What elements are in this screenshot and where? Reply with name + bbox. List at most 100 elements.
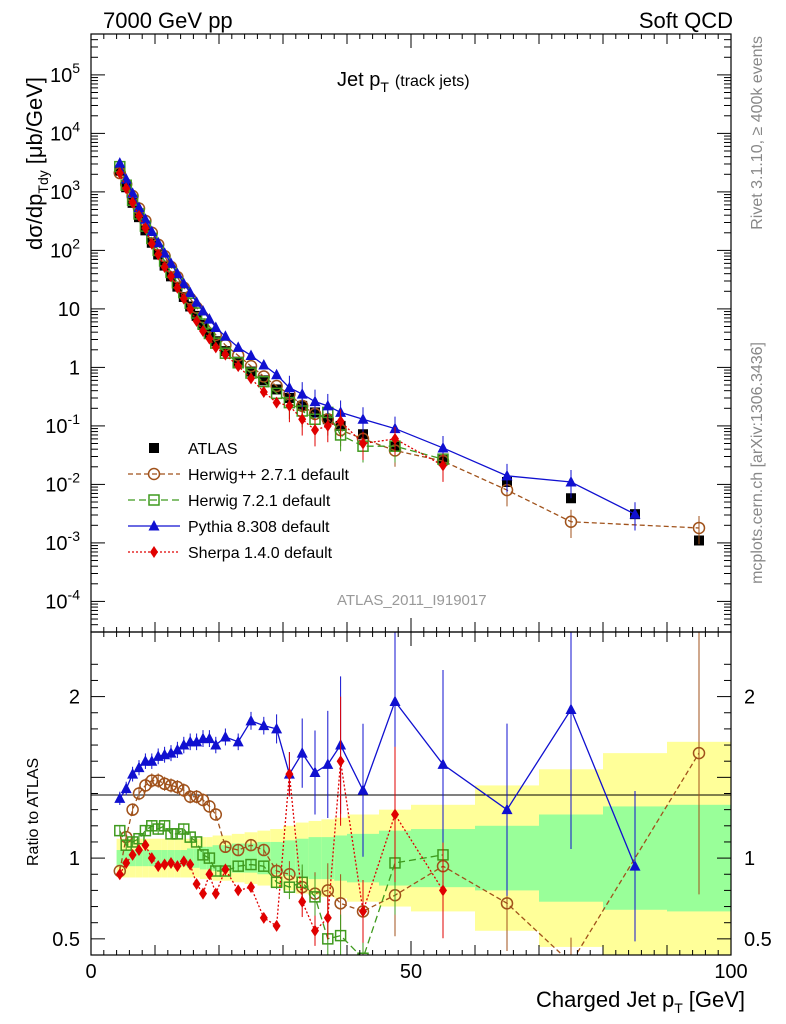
ratio-point <box>244 838 258 852</box>
data-point <box>173 281 182 294</box>
ratio-point <box>114 824 126 837</box>
data-point <box>135 209 143 222</box>
data-point <box>210 321 222 333</box>
data-point <box>629 508 641 519</box>
series-line-pythia <box>119 162 636 515</box>
ratio-point <box>190 836 203 848</box>
mcplots-label: mcplots.cern.ch [arXiv:1306.3436] <box>749 342 766 584</box>
data-point <box>197 305 209 316</box>
data-point <box>298 413 307 426</box>
ratio-band-green <box>321 837 335 880</box>
ratio-band-green <box>283 840 296 876</box>
ratio-point <box>321 884 335 897</box>
ratio-band-green <box>212 845 219 872</box>
data-point <box>154 248 163 261</box>
ratio-point <box>334 897 347 910</box>
series-sherpa <box>115 167 447 482</box>
ratio-point <box>283 881 296 893</box>
ratio-point <box>245 714 257 726</box>
ratio-plot-series <box>113 632 706 969</box>
ratio-point <box>210 739 222 750</box>
ratio-point <box>323 911 332 924</box>
ratio-point <box>160 858 169 871</box>
data-point <box>186 302 195 315</box>
ratio-point <box>122 856 131 869</box>
ratio-point <box>232 860 244 872</box>
ratio-point <box>128 848 137 861</box>
data-point <box>199 324 207 337</box>
data-point <box>205 332 214 345</box>
ratio-point <box>359 905 367 918</box>
data-point <box>210 336 221 347</box>
ratio-y-axis-label: Ratio to ATLAS <box>25 758 42 866</box>
legend-marker <box>150 546 158 558</box>
ratio-point <box>133 832 145 845</box>
y-tick-label: 105 <box>50 60 80 87</box>
ratio-point <box>154 860 163 873</box>
data-point <box>565 475 577 487</box>
ratio-point <box>158 820 171 832</box>
ratio-point <box>566 958 577 969</box>
data-point <box>192 315 201 328</box>
ratio-band-green <box>155 850 162 867</box>
y-tick-label: 104 <box>50 118 80 145</box>
ratio-point <box>191 735 203 747</box>
legend-marker <box>149 443 159 453</box>
legend: ATLAS Herwig++ 2.7.1 default Herwig 7.2.1 … <box>128 441 350 562</box>
ratio-point <box>391 808 399 821</box>
data-point <box>285 399 294 412</box>
ratio-point <box>219 730 231 742</box>
plot-title: Jet pT (track jets) <box>337 69 470 95</box>
ratio-point <box>171 780 184 794</box>
data-point <box>271 368 283 380</box>
data-point <box>133 201 145 213</box>
ratio-point <box>259 911 268 924</box>
ratio-point <box>127 768 139 779</box>
axis-ticks <box>90 33 732 955</box>
ratio-point <box>692 746 706 760</box>
ratio-point <box>271 722 283 734</box>
data-point <box>211 341 220 354</box>
ratio-point <box>167 856 175 869</box>
data-point <box>564 515 578 528</box>
ratio-point <box>500 897 514 910</box>
data-point <box>501 469 513 481</box>
data-point <box>259 385 268 398</box>
ratio-point <box>178 739 190 750</box>
ratio-series-sherpa <box>115 696 447 946</box>
data-point <box>167 270 175 283</box>
ratio-point <box>126 836 139 848</box>
data-point <box>258 375 269 386</box>
legend-label: ATLAS <box>188 441 238 458</box>
ratio-point <box>173 860 182 873</box>
data-point <box>122 182 131 195</box>
ratio-point <box>135 844 143 857</box>
data-point <box>247 372 255 385</box>
legend-label: Herwig 7.2.1 default <box>188 493 331 510</box>
data-point <box>336 415 345 428</box>
y-tick-label: 10-4 <box>45 586 80 613</box>
ratio-point <box>309 891 321 903</box>
ratio-point <box>298 895 307 908</box>
ratio-point <box>272 919 281 932</box>
data-point <box>203 313 215 324</box>
ratio-point <box>439 884 447 897</box>
ratio-y-tick-label-right: 1 <box>744 848 755 870</box>
ratio-point <box>126 803 139 816</box>
ratio-point <box>232 735 244 747</box>
ratio-point <box>120 782 132 794</box>
ratio-point <box>219 840 232 854</box>
legend-marker <box>148 494 160 506</box>
data-point <box>114 157 126 168</box>
ratio-point <box>258 719 270 731</box>
main-plot-frame <box>90 33 732 633</box>
main-plot-series <box>113 157 706 546</box>
ratio-point <box>389 695 401 706</box>
data-point <box>245 349 257 360</box>
ratio-point <box>114 792 126 803</box>
ratio-y-tick-label: 2 <box>69 687 80 709</box>
series-herwigpppp <box>113 166 706 545</box>
ratio-point <box>203 800 216 813</box>
x-tick-labels: 0 50 100 <box>85 961 747 983</box>
series-line-herwig <box>119 166 444 460</box>
